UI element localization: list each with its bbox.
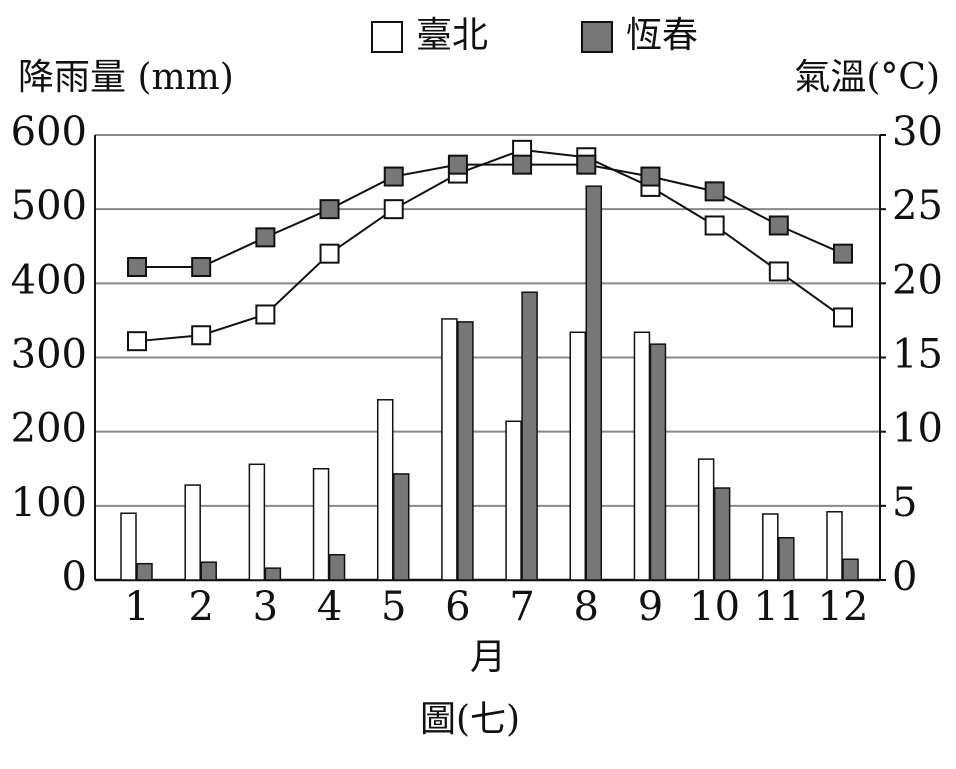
bar [633,331,651,581]
legend-swatch [581,21,613,53]
temperature-marker [383,166,404,187]
bar [521,291,538,581]
y2-tick-label: 30 [892,109,943,155]
y-tick-label: 0 [62,554,87,600]
legend-label: 恆春 [626,15,698,56]
temperature-marker [191,325,212,346]
bar [842,558,859,581]
bar [457,321,474,581]
y2-tick-label: 15 [892,332,943,378]
x-tick-label: 2 [188,584,213,630]
x-tick-label: 5 [381,584,406,630]
bar [312,468,330,581]
temperature-marker [768,261,789,282]
temperature-marker [127,257,147,278]
x-tick-label: 4 [317,584,342,630]
y2-tick-label: 10 [892,406,943,452]
temperature-marker [127,331,147,352]
temperature-marker [255,304,276,325]
x-tick-label: 10 [689,584,740,630]
bar [505,420,522,581]
bar [376,399,394,581]
bar [136,562,153,581]
y2-tick-label: 20 [892,257,943,303]
bar [120,512,137,581]
caption: 圖(七) [420,699,520,740]
bar [248,463,266,581]
x-tick-label: 9 [638,584,663,630]
bar [762,513,779,581]
legend-label: 臺北 [416,15,488,56]
temperature-marker [512,154,533,175]
bar [392,473,410,581]
y2-tick-label: 0 [892,554,917,600]
x-tick-label: 11 [753,584,804,630]
x-tick-label: 6 [445,584,470,630]
x-tick-label: 7 [509,584,534,630]
bar [200,561,217,581]
bar [826,511,843,581]
x-tick-label: 1 [124,584,149,630]
temperature-marker [383,199,404,220]
y-tick-label: 200 [11,406,87,452]
temperature-line [137,163,844,269]
temperature-marker [191,257,212,278]
temperature-marker [319,243,340,264]
y2-axis-label: 氣溫(°C) [794,57,940,98]
temperature-marker [640,166,661,187]
temperature-marker [576,154,597,175]
temperature-marker [447,154,468,175]
bar [184,484,201,581]
bar [585,185,603,581]
bar [264,567,282,581]
temperature-marker [833,243,853,264]
temperature-marker [319,199,340,220]
y-tick-label: 600 [11,109,87,155]
temperature-line [136,148,844,343]
bar [649,343,667,581]
bar [441,318,458,581]
x-tick-label: 12 [818,584,869,630]
y-tick-label: 400 [11,257,87,303]
y2-tick-label: 5 [892,480,917,526]
bar [778,536,795,581]
x-axis-label: 月 [470,637,506,678]
x-tick-label: 3 [253,584,278,630]
temperature-marker [833,307,853,328]
bar [569,331,587,581]
y-tick-label: 500 [11,183,87,229]
y-axis-label: 降雨量 (mm) [18,57,234,98]
temperature-marker [704,215,725,236]
temperature-marker [704,181,725,202]
bar [713,487,731,581]
y2-tick-label: 25 [892,183,943,229]
legend-swatch [371,21,403,53]
bar [328,554,346,581]
y-tick-label: 300 [11,332,87,378]
temperature-marker [255,227,276,248]
bar [697,458,715,581]
y-tick-label: 100 [11,480,87,526]
x-tick-label: 8 [574,584,599,630]
temperature-marker [768,215,789,236]
